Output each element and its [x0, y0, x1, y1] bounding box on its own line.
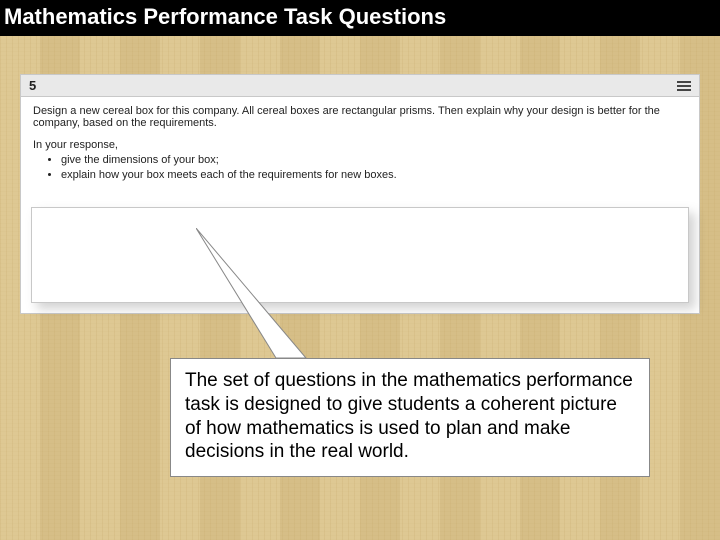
- question-panel: 5 Design a new cereal box for this compa…: [20, 74, 700, 314]
- answer-input-box[interactable]: [31, 207, 689, 303]
- slide-title-bar: Mathematics Performance Task Questions: [0, 0, 720, 36]
- question-number: 5: [29, 78, 36, 93]
- callout-box: The set of questions in the mathematics …: [170, 358, 650, 477]
- question-header: 5: [21, 75, 699, 97]
- question-bullet: explain how your box meets each of the r…: [61, 168, 687, 183]
- hamburger-icon[interactable]: [677, 81, 691, 91]
- question-prompt-lead: In your response,: [33, 139, 687, 151]
- question-prompt-main: Design a new cereal box for this company…: [33, 105, 687, 129]
- question-bullets: give the dimensions of your box; explain…: [61, 153, 687, 183]
- callout-text: The set of questions in the mathematics …: [185, 369, 635, 464]
- question-body: Design a new cereal box for this company…: [21, 97, 699, 193]
- slide-background: Mathematics Performance Task Questions 5…: [0, 0, 720, 540]
- slide-title: Mathematics Performance Task Questions: [4, 4, 446, 29]
- question-bullet: give the dimensions of your box;: [61, 153, 687, 168]
